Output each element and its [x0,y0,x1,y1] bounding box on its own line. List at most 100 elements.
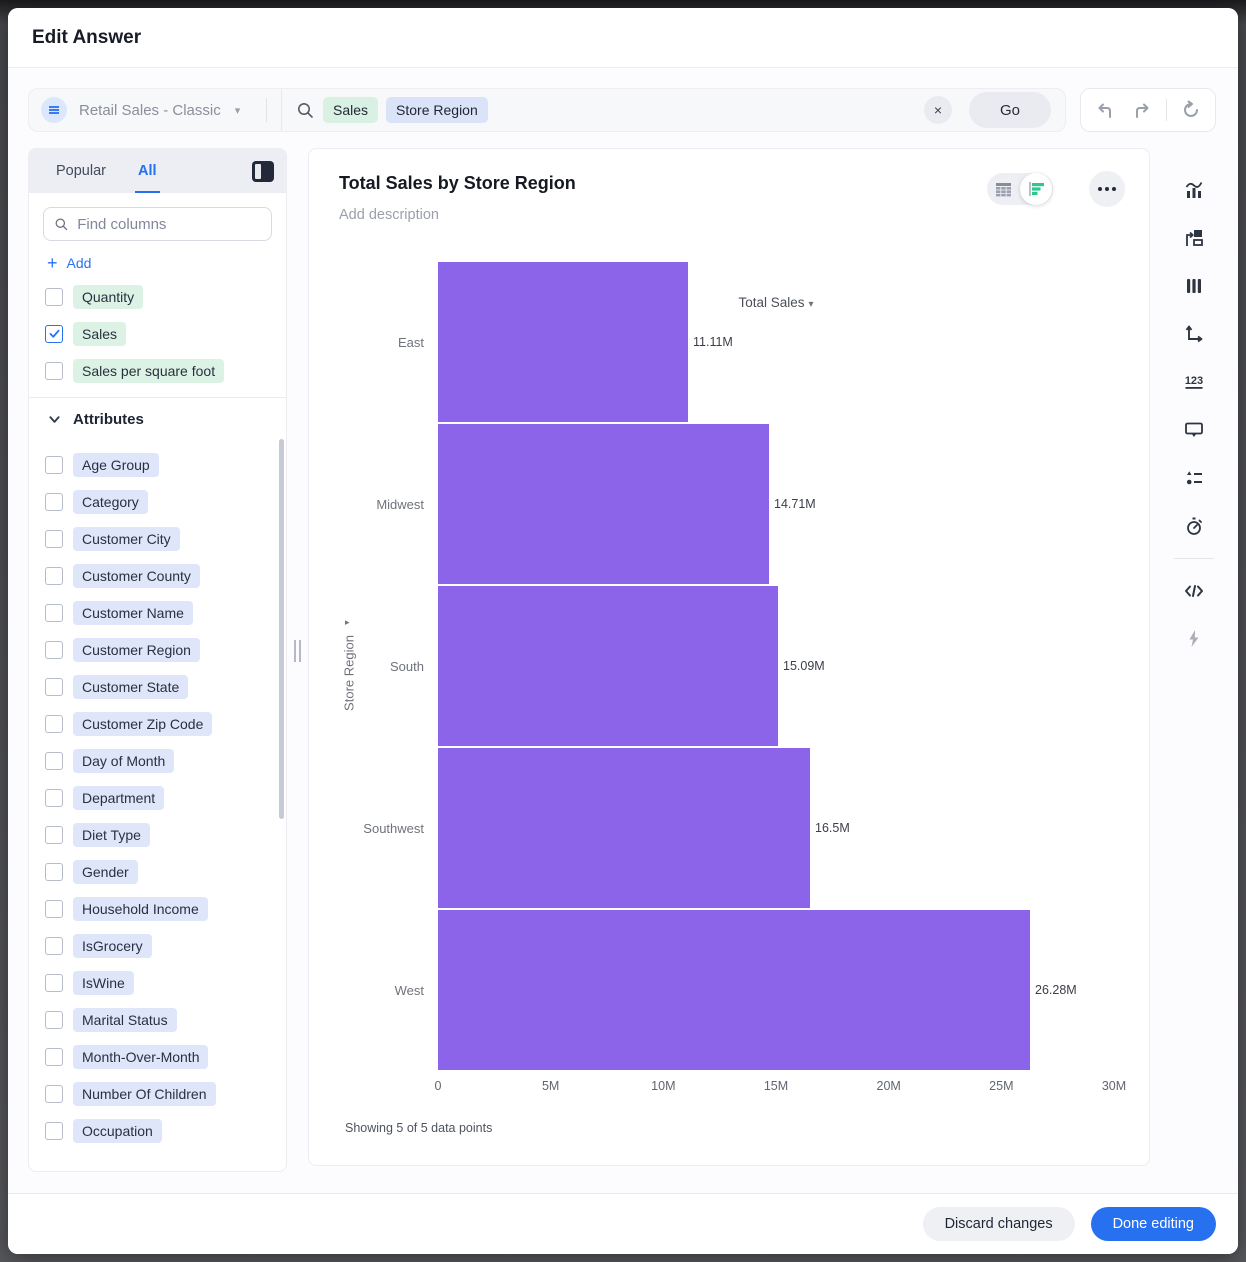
column-label: Quantity [73,284,144,309]
column-item[interactable]: Customer Zip Code [29,705,286,742]
checkbox[interactable] [45,1121,63,1140]
add-description-field[interactable]: Add description [339,207,439,223]
column-label: Customer County [73,563,200,588]
checkbox[interactable] [45,640,63,659]
checkbox[interactable] [45,1084,63,1103]
column-item[interactable]: Customer Region [29,631,286,668]
chart-config-icon[interactable] [1174,218,1214,258]
panel-resize-handle[interactable] [294,640,302,662]
columns-icon[interactable] [1174,266,1214,306]
checkbox[interactable] [45,324,63,343]
bar-chart-plot: East 11.11M Midwest 14.71M South 15.09M Southw… [309,261,1149,1097]
column-label: Household Income [73,896,208,921]
checkbox[interactable] [45,529,63,548]
column-item[interactable]: IsWine [29,964,286,1001]
tab-popular[interactable]: Popular [56,163,106,179]
bar-row: Midwest 14.71M [309,423,1149,585]
bar[interactable] [438,424,769,584]
checkbox[interactable] [45,899,63,918]
column-item[interactable]: Customer County [29,557,286,594]
x-tick-label: 20M [876,1079,901,1093]
checkbox[interactable] [45,936,63,955]
go-button[interactable]: Go [969,92,1051,128]
checkbox[interactable] [45,973,63,992]
column-item[interactable]: Occupation [29,1112,286,1149]
column-item[interactable]: Month-Over-Month [29,1038,286,1075]
checkbox[interactable] [45,1047,63,1066]
column-item[interactable]: Sales [29,315,286,352]
checkbox[interactable] [45,788,63,807]
attributes-section-header[interactable]: Attributes [29,398,286,440]
checkbox[interactable] [45,287,63,306]
checkbox[interactable] [45,1010,63,1029]
chevron-down-icon: ▾ [234,104,241,117]
column-item[interactable]: Day of Month [29,742,286,779]
bar[interactable] [438,748,810,908]
undo-button[interactable] [1092,97,1118,123]
column-label: Marital Status [73,1007,177,1032]
search-token[interactable]: Store Region [386,97,488,123]
lightning-icon[interactable] [1174,619,1214,659]
divider [1174,558,1214,559]
column-item[interactable]: Marital Status [29,1001,286,1038]
x-axis-label[interactable]: Total Sales ▾ [738,295,814,310]
change-visualization-icon[interactable] [1174,170,1214,210]
bar[interactable] [438,586,778,746]
column-item[interactable]: Gender [29,853,286,890]
column-item[interactable]: IsGrocery [29,927,286,964]
done-editing-button[interactable]: Done editing [1090,1207,1216,1241]
panel-scrollbar[interactable] [279,439,284,819]
x-tick-label: 5M [541,1079,560,1093]
clear-search-button[interactable]: × [924,96,952,124]
column-item[interactable]: Household Income [29,890,286,927]
column-item[interactable]: Sales per square foot [29,352,286,389]
bar[interactable] [438,910,1030,1070]
reset-button[interactable] [1178,97,1204,123]
column-item[interactable]: Customer City [29,520,286,557]
datasource-selector[interactable]: Retail Sales - Classic ▾ [29,89,281,131]
checkbox[interactable] [45,455,63,474]
column-item[interactable]: Diet Type [29,816,286,853]
code-icon[interactable] [1174,571,1214,611]
timer-icon[interactable] [1174,506,1214,546]
checkbox[interactable] [45,862,63,881]
axes-icon[interactable] [1174,314,1214,354]
checkbox[interactable] [45,825,63,844]
column-item[interactable]: Customer Name [29,594,286,631]
collapse-panel-icon[interactable] [252,160,274,182]
discard-changes-button[interactable]: Discard changes [922,1207,1075,1241]
checkbox[interactable] [45,714,63,733]
search-input-area[interactable] [497,89,915,131]
checkbox[interactable] [45,677,63,696]
add-column-button[interactable]: + Add [47,253,92,273]
tooltip-icon[interactable] [1174,410,1214,450]
edit-answer-modal: Edit Answer Retail Sales - Classic ▾ Sal… [8,8,1238,1254]
column-label: Day of Month [73,748,175,773]
column-item[interactable]: Category [29,483,286,520]
column-label: Category [73,489,148,514]
column-label: IsWine [73,970,134,995]
chart-view-toggle[interactable] [1020,173,1052,205]
more-options-button[interactable] [1089,171,1125,207]
number-format-icon[interactable]: 123 [1174,362,1214,402]
find-columns-input[interactable] [77,215,261,233]
column-item[interactable]: Customer State [29,668,286,705]
redo-button[interactable] [1129,97,1155,123]
tab-all[interactable]: All [135,149,159,193]
checkbox[interactable] [45,492,63,511]
checkbox[interactable] [45,361,63,380]
column-item[interactable]: Department [29,779,286,816]
column-item[interactable]: Quantity [29,278,286,315]
column-item[interactable]: Number Of Children [29,1075,286,1112]
bar[interactable] [438,262,688,422]
table-view-toggle[interactable] [987,173,1020,205]
search-token[interactable]: Sales [323,97,379,123]
checkbox[interactable] [45,566,63,585]
datasource-name: Retail Sales - Classic [79,101,221,119]
chevron-down-icon [49,415,60,423]
column-item[interactable]: Age Group [29,446,286,483]
list-style-icon[interactable] [1174,458,1214,498]
measures-list: Quantity Sales Sales per square foot [29,278,286,389]
checkbox[interactable] [45,751,63,770]
checkbox[interactable] [45,603,63,622]
